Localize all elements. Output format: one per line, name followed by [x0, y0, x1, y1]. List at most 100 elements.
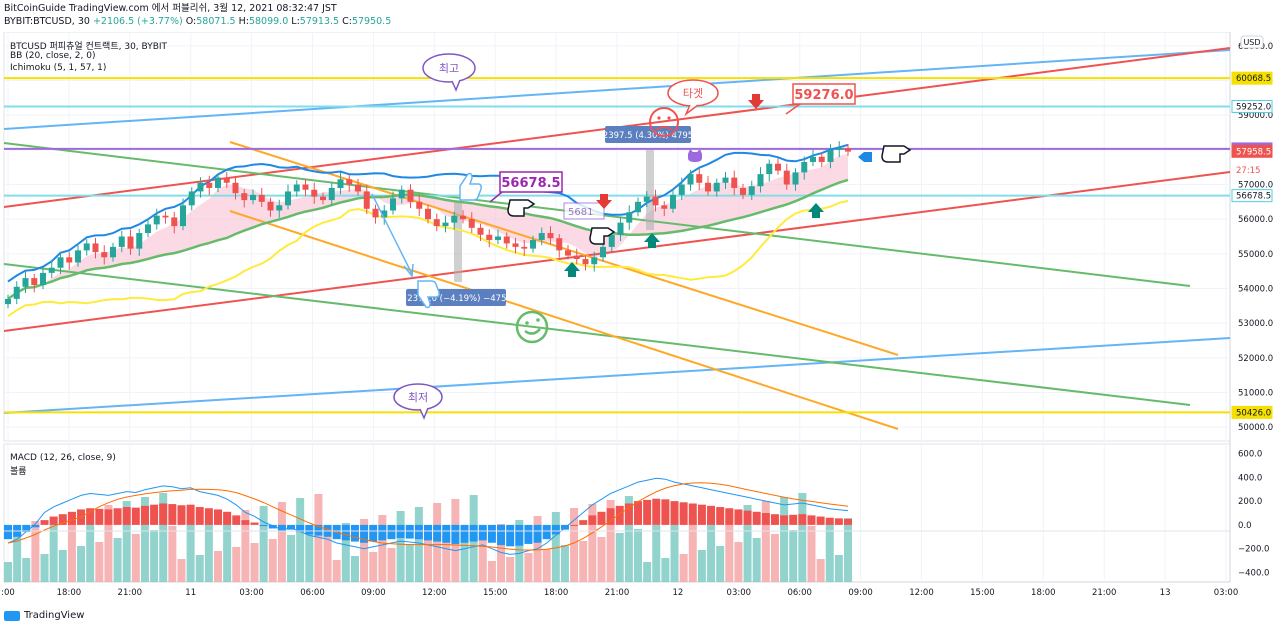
entry-price-callout[interactable]: 56678.5 — [489, 171, 563, 203]
candle[interactable] — [293, 180, 300, 197]
candle[interactable] — [5, 294, 11, 309]
target-price-callout[interactable]: 59276.0 — [785, 83, 856, 115]
time-axis[interactable]: :00 18:00 21:00 11 03:00 06:00 09:00 12:00 15:00… — [1, 588, 1238, 598]
candle[interactable] — [547, 226, 554, 245]
candle[interactable] — [13, 281, 20, 305]
candle[interactable] — [250, 189, 256, 205]
candle[interactable] — [705, 175, 711, 196]
candle[interactable] — [740, 183, 746, 200]
candle[interactable] — [503, 232, 510, 249]
candle[interactable] — [582, 254, 589, 271]
candle[interactable] — [757, 167, 764, 193]
ichimoku-base-line[interactable] — [7, 178, 849, 300]
candle[interactable] — [643, 191, 650, 208]
candle[interactable] — [302, 178, 309, 196]
candle[interactable] — [276, 199, 283, 218]
candle[interactable] — [328, 182, 335, 206]
footer-brand[interactable]: TradingView — [4, 610, 84, 621]
legend-bb[interactable]: BB (20, close, 2, 0) — [10, 51, 96, 61]
candle[interactable] — [670, 189, 676, 213]
candle[interactable] — [110, 242, 116, 262]
candle[interactable] — [346, 175, 353, 192]
red-channel-lower[interactable] — [3, 171, 1231, 332]
candle[interactable] — [477, 223, 484, 242]
candle[interactable] — [538, 227, 545, 246]
candle[interactable] — [285, 184, 291, 210]
chart-canvas[interactable]: 최고 최저 타겟 59276.0 56678.5 5681 2397.5 (4.… — [0, 32, 1280, 610]
candles[interactable] — [5, 141, 851, 309]
candle[interactable] — [153, 208, 160, 230]
candle[interactable] — [311, 182, 318, 204]
candle[interactable] — [407, 184, 414, 209]
candle[interactable] — [206, 175, 213, 196]
candle[interactable] — [451, 211, 458, 230]
annotation-low[interactable]: 최저 — [393, 383, 443, 420]
candle[interactable] — [241, 189, 248, 208]
candle[interactable] — [661, 201, 668, 217]
candle[interactable] — [845, 143, 851, 156]
candle[interactable] — [652, 189, 659, 212]
candle[interactable] — [162, 211, 169, 224]
candle[interactable] — [31, 273, 38, 293]
candle[interactable] — [678, 177, 685, 201]
blue-channel-lower[interactable] — [3, 337, 1231, 414]
candle[interactable] — [696, 168, 703, 191]
candle[interactable] — [530, 235, 536, 253]
candle[interactable] — [320, 192, 326, 205]
candle[interactable] — [573, 248, 580, 265]
measure-down-label[interactable]: −2375.0 (−4.19%) −4750 — [400, 289, 512, 306]
candle[interactable] — [783, 163, 790, 190]
candle[interactable] — [810, 149, 816, 167]
candle[interactable] — [363, 184, 370, 214]
candle[interactable] — [512, 237, 519, 254]
candle[interactable] — [617, 217, 624, 242]
candle[interactable] — [626, 205, 633, 230]
candle[interactable] — [40, 267, 46, 290]
candle[interactable] — [836, 141, 843, 158]
candle[interactable] — [57, 253, 64, 274]
candle[interactable] — [460, 210, 466, 224]
candle[interactable] — [197, 177, 204, 198]
candle[interactable] — [748, 180, 755, 201]
candle[interactable] — [101, 245, 108, 265]
candle[interactable] — [495, 229, 501, 245]
candle[interactable] — [486, 229, 493, 248]
blue-channel-upper[interactable] — [3, 49, 1231, 130]
candle[interactable] — [591, 251, 598, 272]
annotation-high[interactable]: 최고 — [422, 53, 476, 92]
candle[interactable] — [398, 185, 405, 204]
annotation-target[interactable]: 타겟 — [667, 79, 719, 117]
orange-line-upper[interactable] — [229, 141, 899, 356]
candle[interactable] — [372, 204, 379, 224]
candle[interactable] — [827, 144, 834, 169]
candle[interactable] — [258, 187, 265, 208]
candle[interactable] — [731, 170, 738, 196]
legend-volume[interactable]: 볼륨 — [10, 467, 27, 477]
candle[interactable] — [48, 260, 55, 279]
macd-axis[interactable]: 600.0 400.0 200.0 0.0 −200.0 −400.0 — [1238, 450, 1269, 579]
candle[interactable] — [442, 215, 449, 233]
candle[interactable] — [565, 244, 571, 260]
candle[interactable] — [232, 175, 239, 200]
candle[interactable] — [425, 204, 431, 224]
candle[interactable] — [766, 159, 773, 182]
candle[interactable] — [381, 204, 388, 225]
candle[interactable] — [267, 197, 274, 217]
candle[interactable] — [390, 191, 396, 215]
candle[interactable] — [22, 271, 29, 293]
candle[interactable] — [818, 152, 825, 168]
candle[interactable] — [75, 243, 81, 267]
candle[interactable] — [433, 213, 440, 232]
candle[interactable] — [416, 194, 423, 217]
candle[interactable] — [145, 218, 151, 238]
signal-line[interactable] — [7, 482, 849, 551]
candle[interactable] — [92, 237, 99, 259]
candle[interactable] — [713, 178, 720, 197]
candle[interactable] — [136, 228, 143, 256]
measure-up-label[interactable]: 2397.5 (4.30%) 4795 — [603, 126, 693, 143]
candle[interactable] — [83, 239, 90, 256]
candle[interactable] — [556, 234, 563, 258]
candle[interactable] — [687, 169, 694, 191]
candle[interactable] — [66, 251, 73, 270]
candle[interactable] — [171, 211, 178, 234]
